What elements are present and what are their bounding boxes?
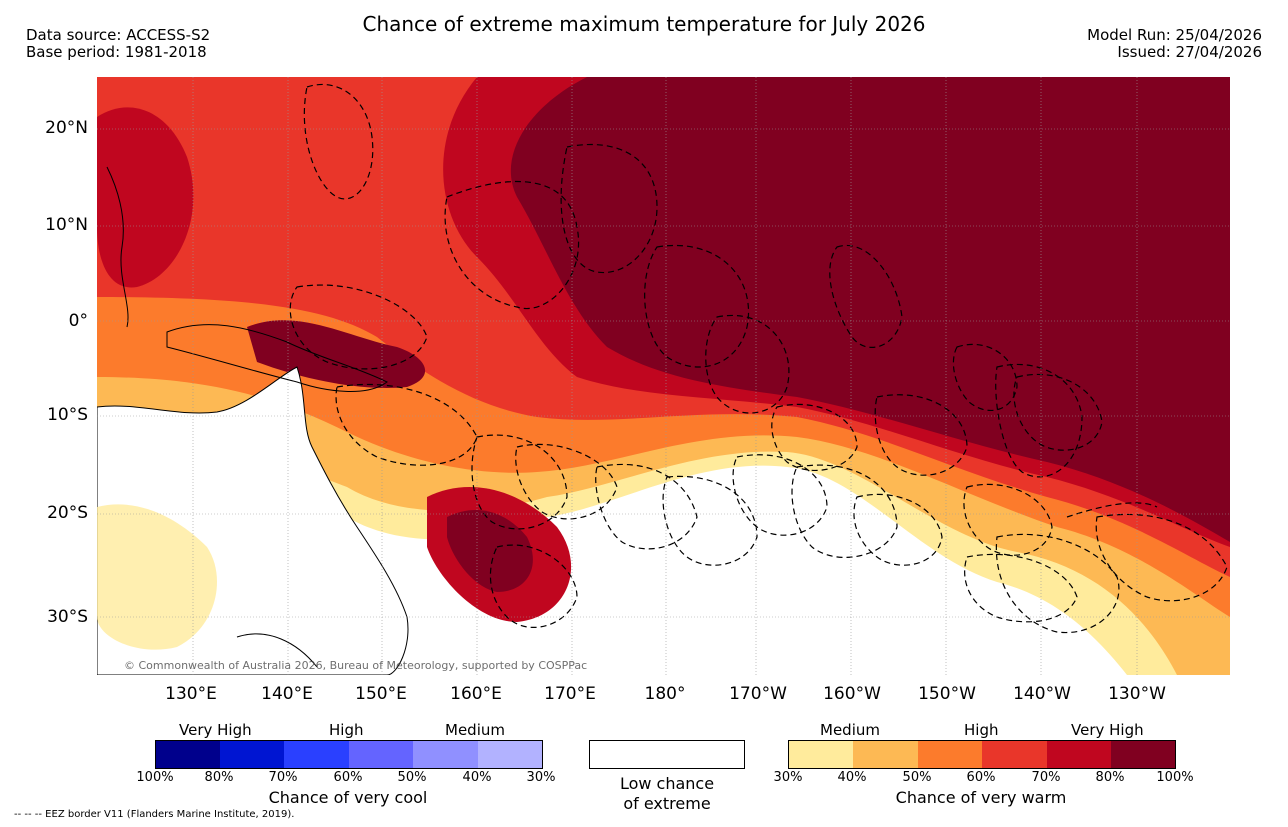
cool-tick: 60% [333, 770, 363, 785]
metadata-right: Model Run: 25/04/2026 Issued: 27/04/2026 [1087, 27, 1262, 61]
warm-patch-west [97, 107, 194, 288]
warm-swatch [789, 741, 853, 768]
warm-tick: 40% [837, 770, 867, 785]
warm-tick: 60% [966, 770, 996, 785]
cool-legend-high: High [329, 721, 364, 739]
cool-tick: 70% [268, 770, 298, 785]
cool-tick: 50% [397, 770, 427, 785]
cool-swatch [413, 741, 478, 768]
warm-colorbar [788, 740, 1176, 769]
warm-legend-high: High [964, 721, 999, 739]
lat-label: 10°S [47, 405, 88, 425]
data-source: Data source: ACCESS-S2 [26, 26, 211, 44]
cool-swatch [478, 741, 542, 768]
metadata-left: Data source: ACCESS-S2 Base period: 1981… [26, 27, 210, 61]
map-copyright: © Commonwealth of Australia 2026, Bureau… [124, 659, 588, 672]
warm-swatch [1047, 741, 1111, 768]
warm-tick: 30% [773, 770, 803, 785]
eez-footnote: -- -- -- EEZ border V11 (Flanders Marine… [14, 809, 295, 820]
warm-swatch [918, 741, 982, 768]
cool-legend-caption: Chance of very cool [268, 788, 428, 807]
lon-label: 160°E [450, 684, 502, 704]
warm-tick: 100% [1156, 770, 1194, 785]
model-run: Model Run: 25/04/2026 [1087, 26, 1262, 44]
warm-tick: 70% [1031, 770, 1061, 785]
lon-label: 130°W [1108, 684, 1166, 704]
cool-tick: 30% [526, 770, 556, 785]
lon-label: 140°E [261, 684, 313, 704]
warm-legend-very-high: Very High [1071, 721, 1144, 739]
cool-tick: 100% [136, 770, 174, 785]
lon-label: 150°E [355, 684, 407, 704]
lon-label: 160°W [823, 684, 881, 704]
philippines-outline [106, 166, 129, 328]
cool-swatch [284, 741, 349, 768]
warm-region-80-100 [510, 77, 1230, 542]
warm-swatch [853, 741, 918, 768]
graticule [97, 77, 1230, 675]
lat-label: 0° [68, 311, 88, 331]
cool-swatch [220, 741, 284, 768]
forecast-map[interactable]: © Commonwealth of Australia 2026, Bureau… [97, 77, 1230, 675]
warm-swatch [982, 741, 1047, 768]
lat-label: 20°N [45, 118, 88, 138]
eez-borders [289, 83, 1228, 634]
new-zealand-outline [236, 633, 318, 668]
low-chance-caption: Low chance of extreme [619, 774, 715, 813]
new-guinea-outline [166, 324, 388, 392]
warm-patch-coral-sea-core [447, 509, 533, 592]
cool-colorbar [155, 740, 543, 769]
low-chance-swatch [589, 740, 745, 769]
cool-legend-medium: Medium [445, 721, 505, 739]
lon-label: 180° [644, 684, 686, 704]
warm-legend-medium: Medium [820, 721, 880, 739]
warm-tick: 80% [1095, 770, 1125, 785]
lon-label: 130°E [165, 684, 217, 704]
lon-label: 140°W [1013, 684, 1071, 704]
warm-legend-caption: Chance of very warm [895, 788, 1067, 807]
warm-tick: 50% [902, 770, 932, 785]
cool-tick: 80% [204, 770, 234, 785]
lat-label: 30°S [47, 607, 88, 627]
issued-date: Issued: 27/04/2026 [1117, 43, 1262, 61]
base-period: Base period: 1981-2018 [26, 43, 207, 61]
australia-inland-warm [97, 504, 217, 650]
warm-swatch [1111, 741, 1175, 768]
lat-label: 20°S [47, 503, 88, 523]
map-title: Chance of extreme maximum temperature fo… [362, 12, 926, 36]
lat-label: 10°N [45, 215, 88, 235]
lon-label: 150°W [918, 684, 976, 704]
cool-legend-very-high: Very High [179, 721, 252, 739]
cool-swatch [349, 741, 413, 768]
lon-label: 170°W [729, 684, 787, 704]
cool-tick: 40% [462, 770, 492, 785]
lon-label: 170°E [544, 684, 596, 704]
cool-swatch [156, 741, 220, 768]
map-canvas [97, 77, 1230, 675]
